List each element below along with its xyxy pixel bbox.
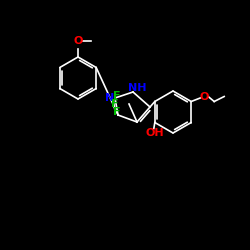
Text: O: O — [73, 36, 83, 46]
Text: OH: OH — [146, 128, 164, 138]
Text: F: F — [111, 99, 119, 109]
Text: F: F — [113, 107, 121, 117]
Text: O: O — [200, 92, 209, 102]
Text: NH: NH — [128, 83, 146, 93]
Text: F: F — [113, 91, 121, 101]
Text: N: N — [106, 93, 114, 103]
